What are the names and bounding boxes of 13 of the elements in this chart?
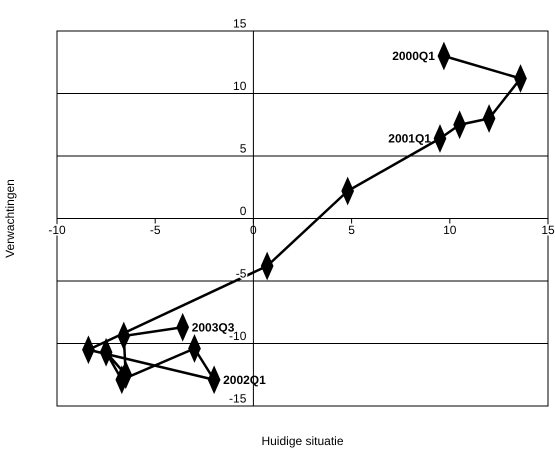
x-tick-label: 10 [443,223,457,238]
x-axis-title: Huidige situatie [261,434,344,448]
y-tick-label: -15 [229,391,247,406]
annotation: 2000Q1 [392,49,436,63]
y-tick-label: 0 [240,204,247,218]
x-tick-label: 5 [348,223,356,238]
annotation: 2003Q3 [192,320,235,334]
y-tick-label: 10 [233,78,247,93]
annotation: 2001Q1 [388,132,432,146]
x-tick-label: -5 [150,223,161,238]
y-tick-label: 5 [240,141,247,156]
y-axis-title: Verwachtingen [3,179,17,258]
y-tick-label: 15 [233,16,247,30]
